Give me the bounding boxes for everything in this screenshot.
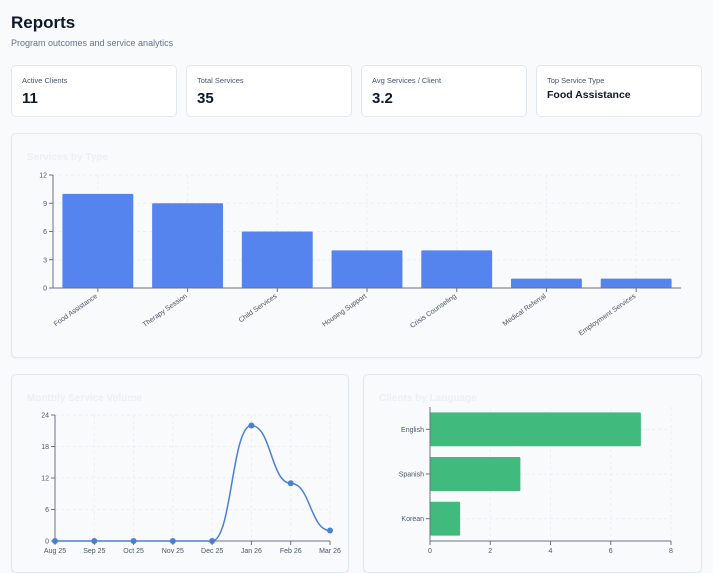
stat-label: Top Service Type — [547, 76, 605, 85]
stat-value: 3.2 — [372, 90, 393, 107]
clients-by-language-panel: Clients by Language English Spanish Korean… — [363, 374, 702, 573]
x-tick-label: Aug 25 — [44, 548, 66, 555]
x-tick-label: Crisis Counseling — [409, 293, 458, 330]
x-tick-label: Mar 26 — [319, 548, 341, 555]
y-tick-label: 24 — [41, 413, 49, 420]
x-tick-label: Dec 25 — [201, 548, 223, 555]
data-point — [248, 422, 255, 429]
page-subtitle: Program outcomes and service analytics — [11, 38, 174, 48]
stat-label: Total Services — [197, 76, 244, 85]
y-tick-label: 12 — [41, 476, 49, 483]
page-title: Reports — [11, 13, 76, 32]
x-tick-label: 4 — [549, 548, 553, 555]
y-tick-label: 18 — [41, 444, 49, 451]
y-tick-label: 6 — [45, 507, 49, 514]
data-point — [287, 480, 294, 487]
clients-by-language-chart: English Spanish Korean 0 2 4 6 8 — [399, 407, 673, 555]
monthly-volume-panel: Monthly Service Volume 0 6 12 18 24 Aug 25 Sep… — [11, 374, 349, 573]
x-tick-label: 8 — [669, 548, 673, 555]
services-by-type-panel: Services by Type 0 3 6 9 12 Food Assistance Th… — [11, 133, 702, 358]
panel-title: Clients by Language — [379, 393, 477, 404]
bar — [152, 203, 224, 288]
stat-card-active-clients: Active Clients 11 — [11, 65, 177, 117]
y-tick-label: 12 — [39, 173, 47, 180]
stat-card-avg-services: Avg Services / Client 3.2 — [361, 65, 527, 117]
bar — [241, 231, 313, 288]
y-tick-label: Korean — [401, 516, 424, 523]
y-tick-label: 0 — [45, 539, 49, 546]
stat-card-total-services: Total Services 35 — [186, 65, 352, 117]
x-tick-label: Housing Support — [321, 293, 368, 329]
bar — [331, 250, 403, 288]
x-tick-label: 6 — [609, 548, 613, 555]
bar — [430, 412, 641, 447]
services-by-type-chart: 0 3 6 9 12 Food Assistance Therapy Session Chil… — [39, 173, 681, 338]
x-tick-label: Jan 26 — [241, 548, 262, 555]
stat-value: Food Assistance — [547, 89, 631, 101]
monthly-volume-chart: 0 6 12 18 24 Aug 25 Sep 25 Oct 25 Nov 25 Dec 25 Ja… — [41, 413, 341, 556]
bar — [600, 278, 672, 288]
bar — [62, 193, 134, 288]
y-tick-label: 9 — [43, 201, 47, 208]
x-tick-label: Feb 26 — [280, 548, 302, 555]
bar — [510, 278, 582, 288]
stat-label: Avg Services / Client — [372, 76, 442, 85]
panel-title: Monthly Service Volume — [27, 393, 142, 404]
x-tick-label: Sep 25 — [83, 548, 105, 555]
x-tick-label: Child Services — [238, 293, 279, 325]
x-tick-label: Therapy Session — [142, 293, 189, 329]
stat-value: 35 — [197, 90, 214, 107]
x-tick-label: 2 — [488, 548, 492, 555]
stat-value: 11 — [22, 90, 38, 107]
x-tick-label: 0 — [428, 548, 432, 555]
y-tick-label: Spanish — [399, 472, 424, 479]
bar — [421, 250, 493, 288]
x-tick-label: Employment Services — [578, 293, 638, 338]
stat-card-top-service-type: Top Service Type Food Assistance — [536, 65, 702, 117]
y-tick-label: English — [401, 427, 424, 434]
x-tick-label: Nov 25 — [162, 548, 184, 555]
x-tick-label: Food Assistance — [53, 293, 99, 328]
panel-title: Services by Type — [27, 152, 108, 163]
bar — [430, 457, 521, 491]
data-point — [327, 527, 333, 534]
x-tick-label: Oct 25 — [123, 548, 144, 555]
x-tick-label: Medical Referral — [502, 293, 548, 328]
y-tick-label: 0 — [43, 286, 47, 293]
y-tick-label: 3 — [43, 257, 47, 264]
y-tick-label: 6 — [43, 229, 47, 236]
stat-label: Active Clients — [22, 76, 68, 85]
bar — [430, 501, 461, 536]
